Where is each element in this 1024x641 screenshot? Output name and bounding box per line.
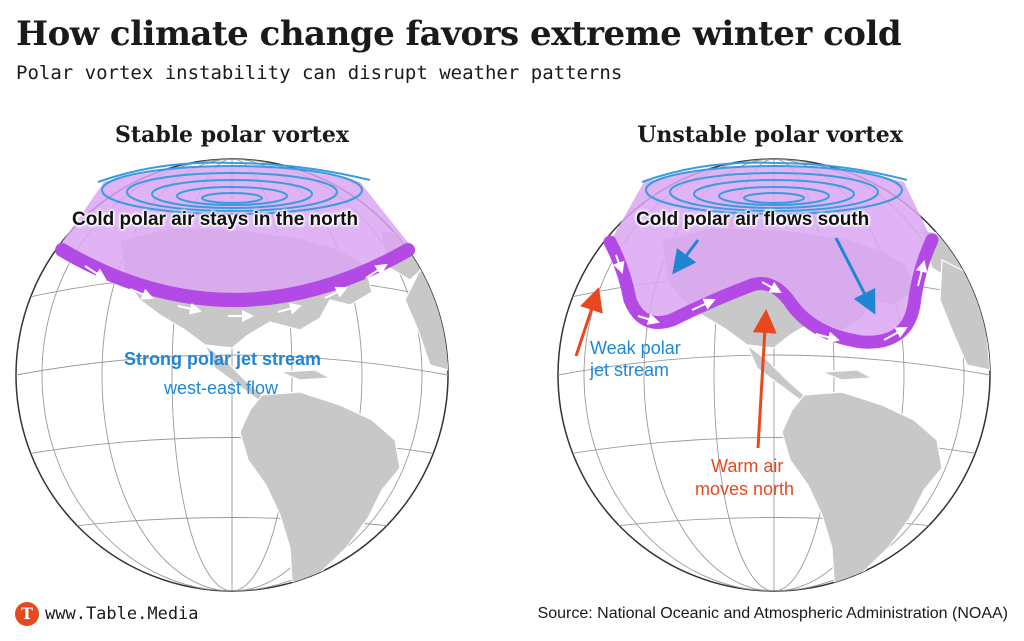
table-media-logo-icon: T (15, 602, 39, 626)
stable-cold-air-label: Cold polar air stays in the north (72, 209, 359, 230)
site-url: www.Table.Media (45, 604, 199, 624)
vortex-swirl (97, 161, 371, 215)
stable-vortex-globe (15, 158, 449, 592)
caribbean-land (821, 369, 875, 381)
page-subtitle: Polar vortex instability can disrupt wea… (16, 62, 623, 84)
cold-air-south-arrows (672, 237, 876, 315)
unstable-vortex-title: Unstable polar vortex (637, 122, 903, 148)
warm-air-label-line2: moves north (695, 479, 795, 499)
weak-jet-stream-label-line2: jet stream (590, 360, 670, 380)
vortex-swirl (641, 161, 908, 215)
source-note: Source: National Oceanic and Atmospheric… (537, 605, 1008, 622)
unstable-cold-air-label: Cold polar air flows south (636, 209, 870, 230)
jet-stream-flow-arrows (613, 254, 928, 344)
jet-stream-band (55, 243, 415, 307)
caribbean-land (279, 369, 333, 381)
warm-air-label-line1: Warm air (711, 456, 784, 476)
jet-stream-flow-arrows (84, 263, 388, 322)
unstable-vortex-globe (557, 158, 991, 592)
page-title: How climate change favors extreme winter… (16, 14, 902, 54)
west-east-flow-label: west-east flow (164, 378, 279, 398)
stable-vortex-title: Stable polar vortex (115, 122, 349, 148)
warm-air-north-arrows (574, 287, 777, 449)
strong-jet-stream-label: Strong polar jet stream (124, 349, 322, 369)
cold-air-cap (60, 166, 410, 295)
weak-jet-stream-label-line1: Weak polar (590, 338, 681, 358)
